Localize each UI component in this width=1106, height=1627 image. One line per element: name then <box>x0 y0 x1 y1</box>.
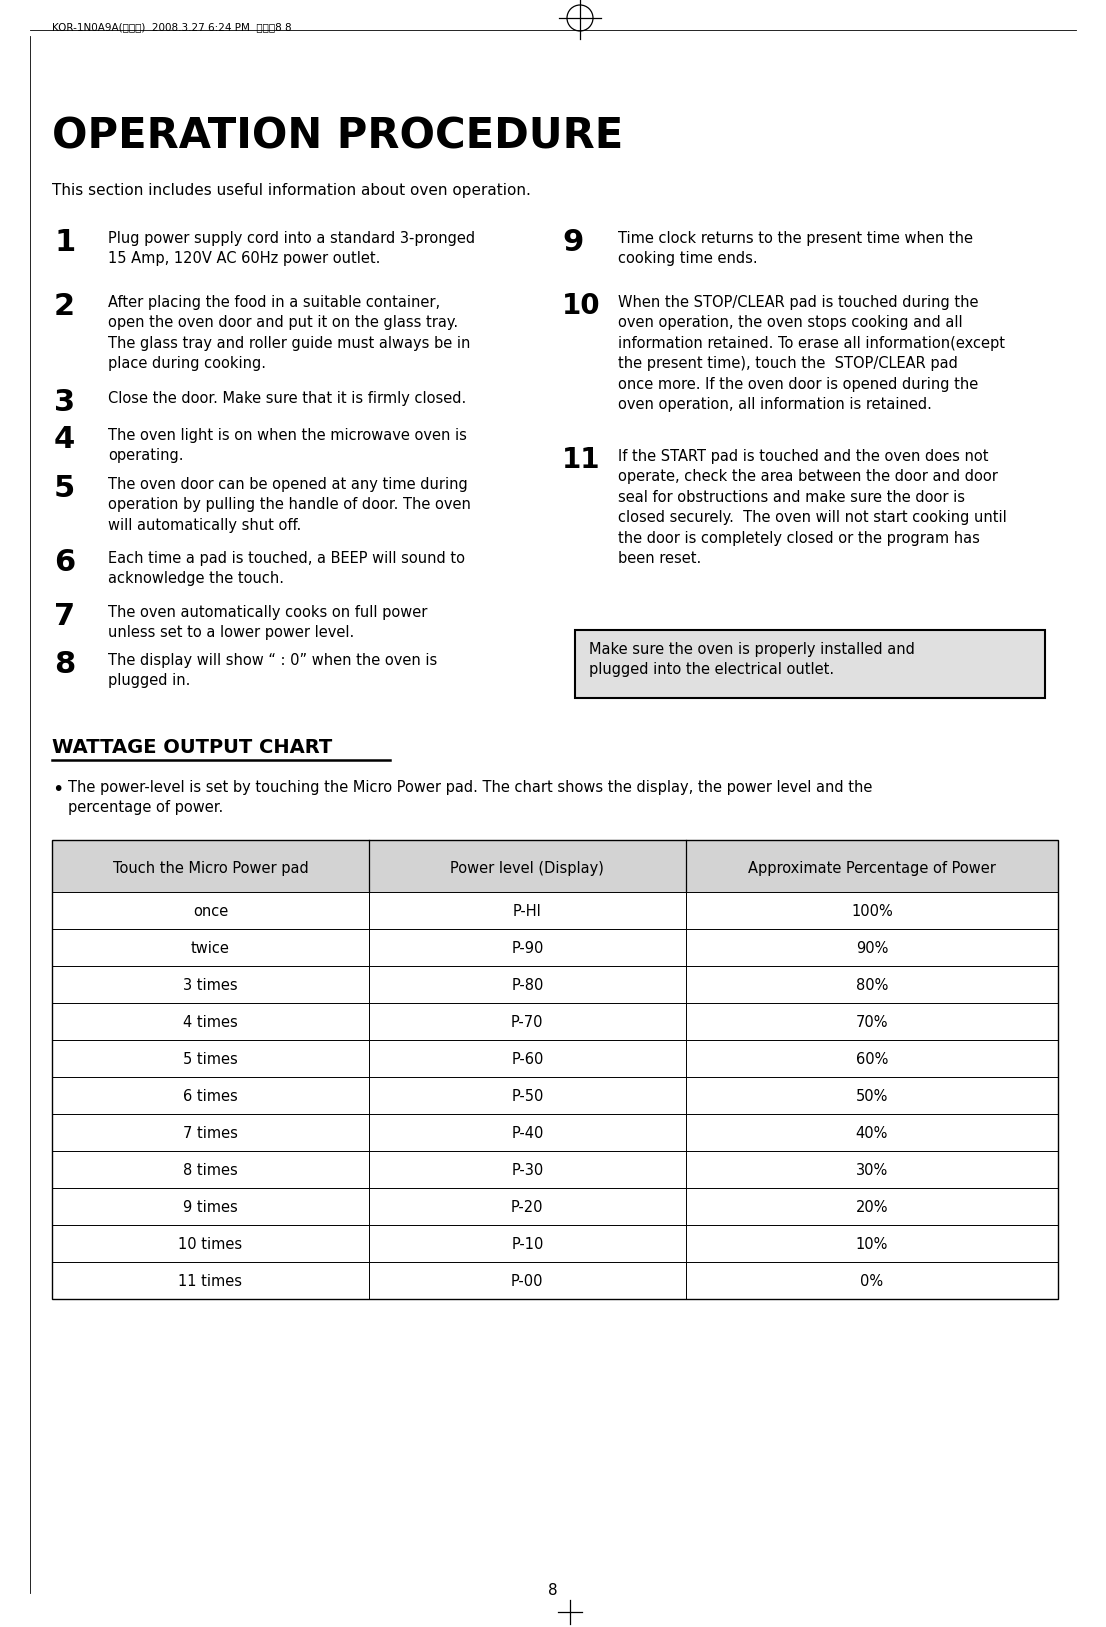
Text: 5 times: 5 times <box>184 1053 238 1067</box>
Text: P-40: P-40 <box>511 1126 543 1141</box>
Text: 3 times: 3 times <box>184 978 238 992</box>
Text: Plug power supply cord into a standard 3-pronged
15 Amp, 120V AC 60Hz power outl: Plug power supply cord into a standard 3… <box>108 231 476 267</box>
Text: P-50: P-50 <box>511 1088 543 1105</box>
Text: 40%: 40% <box>856 1126 888 1141</box>
Text: The power-level is set by touching the Micro Power pad. The chart shows the disp: The power-level is set by touching the M… <box>67 779 873 815</box>
Text: 7 times: 7 times <box>182 1126 238 1141</box>
Text: This section includes useful information about oven operation.: This section includes useful information… <box>52 182 531 198</box>
Text: P-30: P-30 <box>511 1163 543 1178</box>
Text: 3: 3 <box>54 387 75 417</box>
Text: 1: 1 <box>54 228 75 257</box>
Text: 5: 5 <box>54 473 75 503</box>
Text: 10: 10 <box>562 291 601 321</box>
Text: 90%: 90% <box>856 940 888 957</box>
Text: P-60: P-60 <box>511 1053 543 1067</box>
Text: 8 times: 8 times <box>184 1163 238 1178</box>
Text: 11: 11 <box>562 446 601 473</box>
Text: P-70: P-70 <box>511 1015 543 1030</box>
Text: 70%: 70% <box>856 1015 888 1030</box>
Text: 20%: 20% <box>856 1201 888 1215</box>
Text: KOR-1N0A9A(영기분)  2008.3.27 6:24 PM  페이지8 8: KOR-1N0A9A(영기분) 2008.3.27 6:24 PM 페이지8 8 <box>52 23 292 33</box>
Text: The oven automatically cooks on full power
unless set to a lower power level.: The oven automatically cooks on full pow… <box>108 605 427 641</box>
Text: 0%: 0% <box>860 1274 884 1289</box>
Text: twice: twice <box>191 940 230 957</box>
Text: P-80: P-80 <box>511 978 543 992</box>
Text: The oven door can be opened at any time during
operation by pulling the handle o: The oven door can be opened at any time … <box>108 477 471 532</box>
Text: If the START pad is touched and the oven does not
operate, check the area betwee: If the START pad is touched and the oven… <box>618 449 1006 566</box>
Text: 10 times: 10 times <box>178 1237 242 1253</box>
Text: The display will show “ : 0” when the oven is
plugged in.: The display will show “ : 0” when the ov… <box>108 652 437 688</box>
Text: When the STOP/CLEAR pad is touched during the
oven operation, the oven stops coo: When the STOP/CLEAR pad is touched durin… <box>618 294 1005 412</box>
Text: 8: 8 <box>54 651 75 678</box>
Text: The oven light is on when the microwave oven is
operating.: The oven light is on when the microwave … <box>108 428 467 464</box>
Text: After placing the food in a suitable container,
open the oven door and put it on: After placing the food in a suitable con… <box>108 294 470 371</box>
Text: 9 times: 9 times <box>184 1201 238 1215</box>
Text: Each time a pad is touched, a BEEP will sound to
acknowledge the touch.: Each time a pad is touched, a BEEP will … <box>108 552 465 586</box>
Text: once: once <box>192 905 228 919</box>
FancyBboxPatch shape <box>575 630 1045 698</box>
Text: P-HI: P-HI <box>513 905 542 919</box>
Text: 60%: 60% <box>856 1053 888 1067</box>
Text: 4: 4 <box>54 425 75 454</box>
Text: 4 times: 4 times <box>184 1015 238 1030</box>
Text: P-90: P-90 <box>511 940 543 957</box>
Text: 6 times: 6 times <box>184 1088 238 1105</box>
Text: P-00: P-00 <box>511 1274 543 1289</box>
Text: 7: 7 <box>54 602 75 631</box>
Text: 11 times: 11 times <box>178 1274 242 1289</box>
Text: Approximate Percentage of Power: Approximate Percentage of Power <box>748 861 995 875</box>
Text: 9: 9 <box>562 228 583 257</box>
Text: 100%: 100% <box>851 905 893 919</box>
Text: Power level (Display): Power level (Display) <box>450 861 604 875</box>
Text: 80%: 80% <box>856 978 888 992</box>
Text: 10%: 10% <box>856 1237 888 1253</box>
Text: WATTAGE OUTPUT CHART: WATTAGE OUTPUT CHART <box>52 739 332 757</box>
Text: 30%: 30% <box>856 1163 888 1178</box>
Text: 8: 8 <box>549 1583 557 1598</box>
Text: Touch the Micro Power pad: Touch the Micro Power pad <box>113 861 309 875</box>
Text: P-10: P-10 <box>511 1237 543 1253</box>
Text: Time clock returns to the present time when the
cooking time ends.: Time clock returns to the present time w… <box>618 231 973 267</box>
Text: Close the door. Make sure that it is firmly closed.: Close the door. Make sure that it is fir… <box>108 390 467 407</box>
Text: •: • <box>52 779 63 799</box>
Text: 6: 6 <box>54 548 75 578</box>
Text: Make sure the oven is properly installed and
plugged into the electrical outlet.: Make sure the oven is properly installed… <box>589 643 915 677</box>
Text: 2: 2 <box>54 291 75 321</box>
FancyBboxPatch shape <box>52 840 1058 892</box>
Text: OPERATION PROCEDURE: OPERATION PROCEDURE <box>52 116 624 156</box>
Text: 50%: 50% <box>856 1088 888 1105</box>
Text: P-20: P-20 <box>511 1201 543 1215</box>
